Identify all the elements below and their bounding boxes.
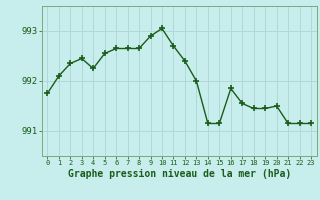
X-axis label: Graphe pression niveau de la mer (hPa): Graphe pression niveau de la mer (hPa) [68,169,291,179]
